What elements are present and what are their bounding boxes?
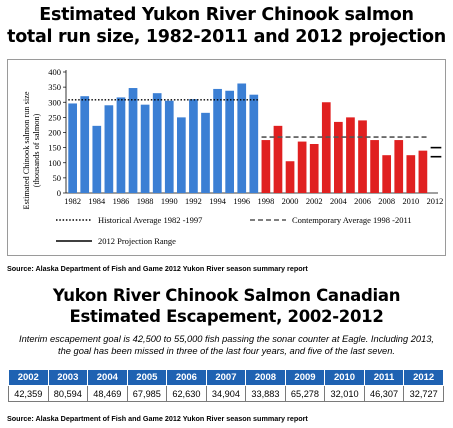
y-tick-label-50: 50 xyxy=(53,173,62,183)
escapement-table: 2002 2003 2004 2005 2006 2007 2008 2009 2010 2011… xyxy=(8,369,444,402)
year-header-2005: 2005 xyxy=(126,369,168,386)
bar-2000 xyxy=(285,161,295,193)
escapement-value-2009: 65,278 xyxy=(284,385,326,402)
year-header-2007: 2007 xyxy=(205,369,247,386)
y-tick-label-400: 400 xyxy=(48,67,61,77)
y-tick-label-250: 250 xyxy=(48,112,61,122)
x-tick-label-2010: 2010 xyxy=(402,197,419,206)
escapement-note: Interim escapement goal is 42,500 to 55,… xyxy=(4,333,449,357)
bar-1999 xyxy=(273,125,283,193)
chart-source: Source: Alaska Department of Fish and Ga… xyxy=(7,264,308,273)
x-tick-label-2012: 2012 xyxy=(427,197,444,206)
x-tick-label-1996: 1996 xyxy=(233,197,250,206)
bar-1994 xyxy=(213,88,222,193)
y-tick-label-150: 150 xyxy=(48,143,61,153)
y-tick-label-300: 300 xyxy=(48,97,61,107)
x-tick-label-1990: 1990 xyxy=(161,197,178,206)
legend-label-1: Contemporary Average 1998 -2011 xyxy=(292,215,412,225)
legend-label-0: Historical Average 1982 -1997 xyxy=(98,215,202,225)
escapement-title-line-2: Estimated Escapement, 2002-2012 xyxy=(69,307,384,326)
bar-1990 xyxy=(164,100,174,193)
bar-1998 xyxy=(261,140,271,193)
chart-title: Estimated Yukon River Chinook salmon tot… xyxy=(0,4,453,48)
year-header-2004: 2004 xyxy=(87,369,128,386)
x-tick-label-1988: 1988 xyxy=(137,197,154,206)
run-size-chart-svg: 0 50 100 150 200 250 300 350 400 Estimated Chinoo… xyxy=(22,67,444,246)
chart-title-line-2: total run size, 1982-2011 and 2012 proje… xyxy=(7,27,446,47)
escapement-value-2008: 33,883 xyxy=(245,385,286,402)
y-tick-label-0: 0 xyxy=(57,188,61,198)
bar-1985 xyxy=(104,105,114,193)
bar-1992 xyxy=(189,99,198,193)
escapement-value-2011: 46,307 xyxy=(363,385,405,402)
bar-2006 xyxy=(358,120,367,193)
legend-label-2: 2012 Projection Range xyxy=(98,236,176,246)
escapement-value-2010: 32,010 xyxy=(324,385,365,402)
bar-1995 xyxy=(225,90,235,193)
y-tick-label-100: 100 xyxy=(48,158,61,168)
chart-title-line-1: Estimated Yukon River Chinook salmon xyxy=(39,5,414,25)
x-tick-label-2006: 2006 xyxy=(354,197,371,206)
bar-2002 xyxy=(309,143,319,193)
x-tick-label-2008: 2008 xyxy=(378,197,395,206)
bar-2011 xyxy=(418,150,428,193)
bar-1988 xyxy=(140,104,150,193)
y-tick-label-200: 200 xyxy=(48,128,61,138)
escapement-value-2002: 42,359 xyxy=(8,385,49,402)
escapement-value-row: 42,359 80,594 48,469 67,985 62,630 34,904 33,8… xyxy=(8,385,444,402)
x-tick-label-1994: 1994 xyxy=(209,197,227,206)
bar-1987 xyxy=(128,88,138,193)
y-tick-label-350: 350 xyxy=(48,82,61,92)
year-header-2012: 2012 xyxy=(403,369,444,386)
bar-2007 xyxy=(370,140,379,193)
bar-1993 xyxy=(201,112,210,193)
escapement-year-row: 2002 2003 2004 2005 2006 2007 2008 2009 2010 2011… xyxy=(8,369,444,386)
escapement-note-line-2: the goal has been missed in three of the… xyxy=(58,346,395,356)
year-header-2002: 2002 xyxy=(8,369,49,386)
bar-2010 xyxy=(406,155,416,193)
escapement-value-2007: 34,904 xyxy=(205,385,247,402)
year-header-2010: 2010 xyxy=(324,369,365,386)
bar-1997 xyxy=(249,94,259,193)
y-axis-label-line-2: (thousands of salmon) xyxy=(32,113,41,187)
year-header-2009: 2009 xyxy=(284,369,326,386)
table-source: Source: Alaska Department of Fish and Ga… xyxy=(7,414,308,423)
x-tick-label-2004: 2004 xyxy=(330,197,348,206)
escapement-title: Yukon River Chinook Salmon Canadian Esti… xyxy=(0,285,453,327)
x-tick-label-1998: 1998 xyxy=(258,197,275,206)
escapement-value-2003: 80,594 xyxy=(47,385,89,402)
bar-2001 xyxy=(297,141,307,193)
year-header-2008: 2008 xyxy=(245,369,286,386)
year-header-2011: 2011 xyxy=(363,369,405,386)
bar-1986 xyxy=(116,97,126,193)
year-header-2006: 2006 xyxy=(166,369,207,386)
escapement-value-2004: 48,469 xyxy=(87,385,128,402)
bar-1982 xyxy=(68,103,77,193)
bar-1983 xyxy=(80,96,90,193)
escapement-value-2012: 32,727 xyxy=(403,385,444,402)
x-tick-label-2000: 2000 xyxy=(282,197,299,206)
bar-1984 xyxy=(92,125,102,193)
bar-1996 xyxy=(237,83,247,193)
bar-1989 xyxy=(152,93,162,193)
escapement-value-2006: 62,630 xyxy=(166,385,207,402)
bar-2009 xyxy=(394,140,404,193)
bar-2005 xyxy=(346,117,355,193)
y-axis-label-line-1: Estimated Chinook salmon run size xyxy=(22,91,31,209)
escapement-note-line-1: Interim escapement goal is 42,500 to 55,… xyxy=(18,334,434,344)
bar-2008 xyxy=(382,155,392,193)
escapement-title-line-1: Yukon River Chinook Salmon Canadian xyxy=(52,286,401,305)
run-size-chart: 0 50 100 150 200 250 300 350 400 Estimated Chinoo… xyxy=(7,59,446,256)
x-tick-label-2002: 2002 xyxy=(306,197,323,206)
bar-2004 xyxy=(334,121,343,193)
x-tick-label-1982: 1982 xyxy=(64,197,81,206)
x-tick-label-1984: 1984 xyxy=(88,197,106,206)
x-tick-label-1986: 1986 xyxy=(113,197,130,206)
bar-1991 xyxy=(176,117,186,193)
year-header-2003: 2003 xyxy=(47,369,89,386)
x-tick-label-1992: 1992 xyxy=(185,197,202,206)
bar-2003 xyxy=(321,102,331,193)
escapement-value-2005: 67,985 xyxy=(126,385,168,402)
